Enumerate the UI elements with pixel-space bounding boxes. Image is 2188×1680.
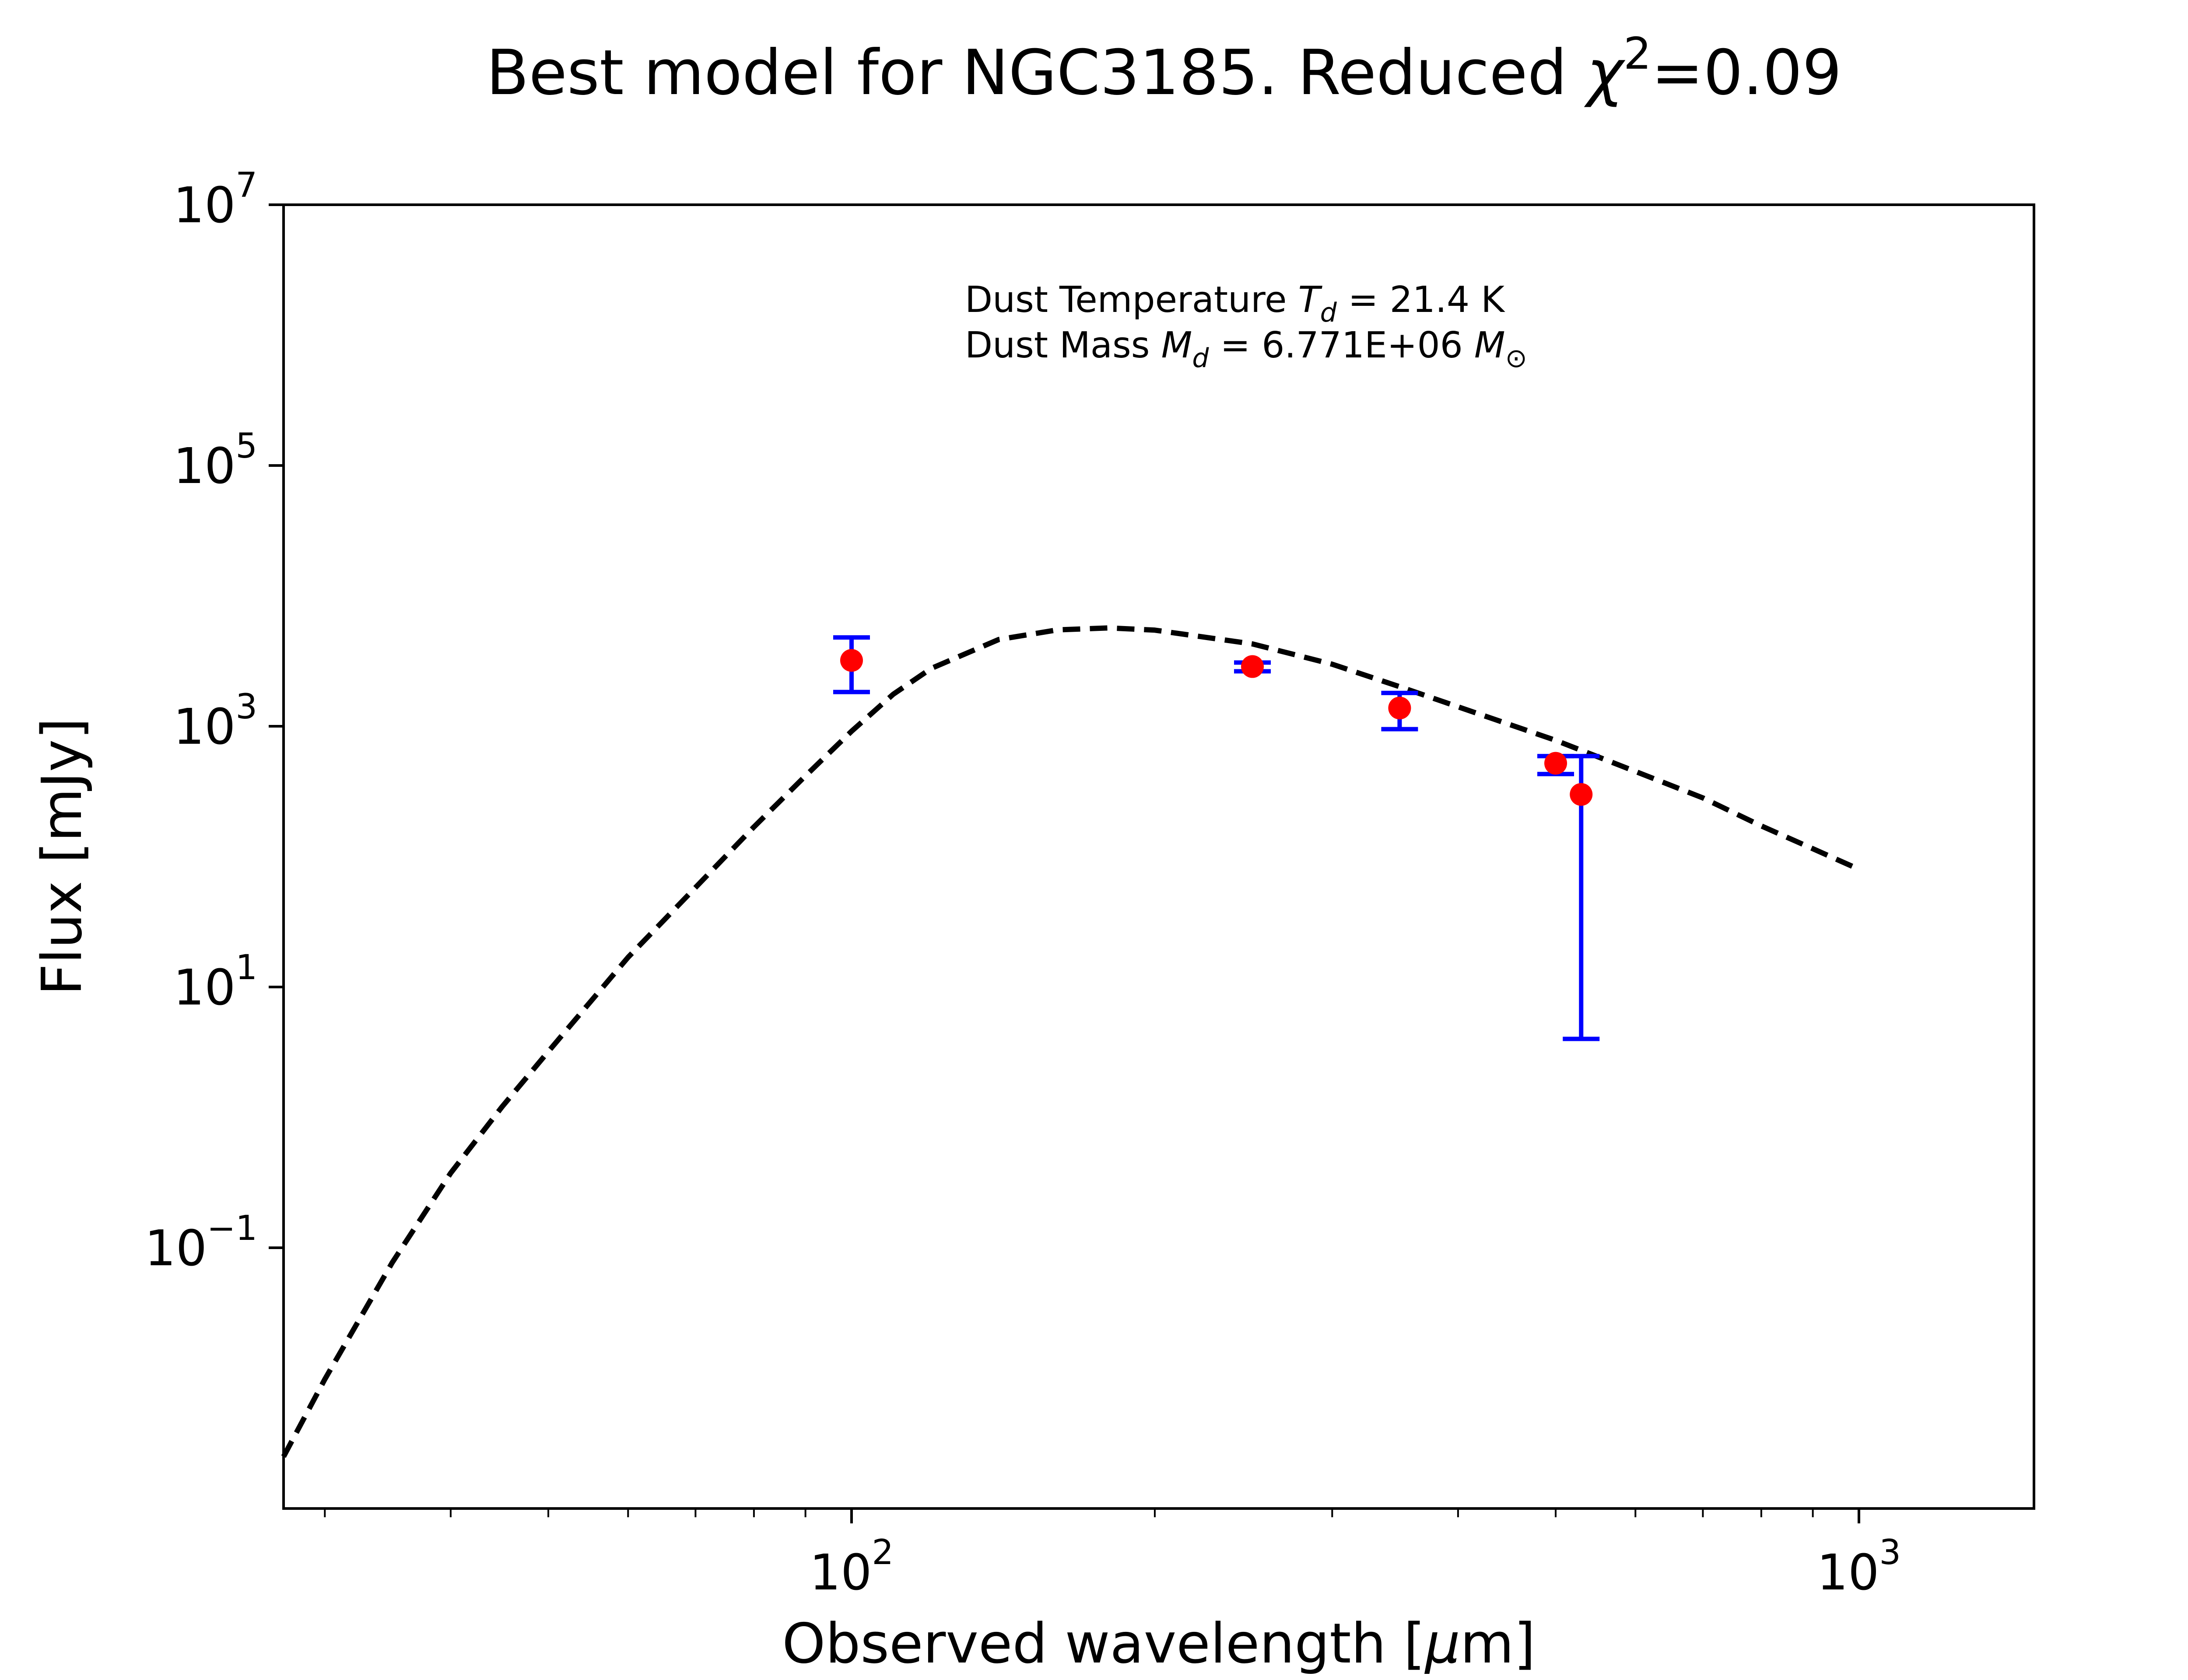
chart-title-prefix: Best model for NGC3185. Reduced [486,37,1587,109]
dust-temperature-symbol: T [1298,279,1323,321]
y-tick-label: 105 [173,427,257,495]
chart-title-chi-power: 2 [1623,28,1652,79]
y-tick-label: 101 [173,948,257,1016]
dust-mass-prefix: Dust Mass [965,325,1161,366]
y-tick-base: 10 [173,177,236,234]
chart-title: Best model for NGC3185. Reduced χ2=0.09 [486,28,1842,109]
y-tick-exponent: 3 [235,687,257,727]
y-tick-exponent: 5 [235,427,257,466]
x-tick-base: 10 [1817,1544,1879,1601]
y-tick-exponent: 1 [235,948,257,987]
x-tick-base: 10 [810,1544,872,1601]
y-tick-exponent: −1 [207,1209,257,1248]
data-point-4 [1544,752,1567,775]
x-tick-label: 102 [810,1533,894,1601]
chart-title-suffix: =0.09 [1652,37,1842,109]
data-point-1 [840,649,863,672]
model-curve [281,625,1860,1458]
y-tick-label: 107 [173,166,257,234]
x-axis-label: Observed wavelength [μm] [782,1611,1536,1676]
dust-mass-annotation: Dust Mass Md = 6.771E+06 M⊙ [965,325,1527,374]
x-axis-label-suffix: m] [1460,1611,1536,1676]
y-tick-label: 10−1 [145,1209,258,1277]
solar-mass-subscript: ⊙ [1505,343,1527,374]
model-layer [281,625,1860,1458]
x-axis-label-prefix: Observed wavelength [ [782,1611,1425,1676]
x-axis-label-mu: μ [1424,1611,1460,1676]
data-point-2 [1241,655,1264,678]
y-tick-label: 103 [173,687,257,756]
x-tick-exponent: 3 [1879,1533,1901,1572]
dust-mass-symbol: M [1161,325,1192,366]
y-tick-base: 10 [145,1220,207,1277]
data-point-3 [1388,696,1411,720]
dust-temperature-prefix: Dust Temperature [965,279,1298,321]
dust-temperature-subscript: d [1320,298,1337,328]
dust-mass-value: = 6.771E+06 [1209,325,1474,366]
y-axis-label: Flux [mJy] [30,718,94,996]
y-tick-base: 10 [173,959,236,1016]
y-tick-base: 10 [173,438,236,495]
chart-title-chi: χ [1584,37,1626,109]
data-point-5 [1570,783,1593,806]
x-tick-label: 103 [1817,1533,1901,1601]
dust-temperature-annotation: Dust Temperature Td = 21.4 K [965,279,1505,328]
y-tick-exponent: 7 [235,166,257,205]
data-point-layer [840,649,1593,806]
x-minor-ticks [324,1508,1814,1517]
x-tick-exponent: 2 [872,1533,894,1572]
plot-frame [282,203,2035,1510]
dust-temperature-value: = 21.4 K [1337,279,1505,321]
solar-mass-symbol: M [1474,325,1505,366]
dust-mass-subscript: d [1192,343,1209,374]
x-major-ticks: 102 103 [810,1508,1901,1601]
y-tick-base: 10 [173,699,236,756]
